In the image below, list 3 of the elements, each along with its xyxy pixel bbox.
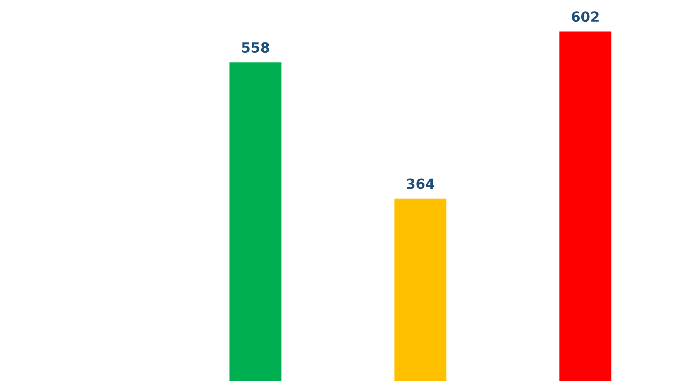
data-label: 364	[407, 178, 435, 190]
data-label: 558	[242, 42, 270, 53]
data-label: 602	[572, 12, 599, 22]
